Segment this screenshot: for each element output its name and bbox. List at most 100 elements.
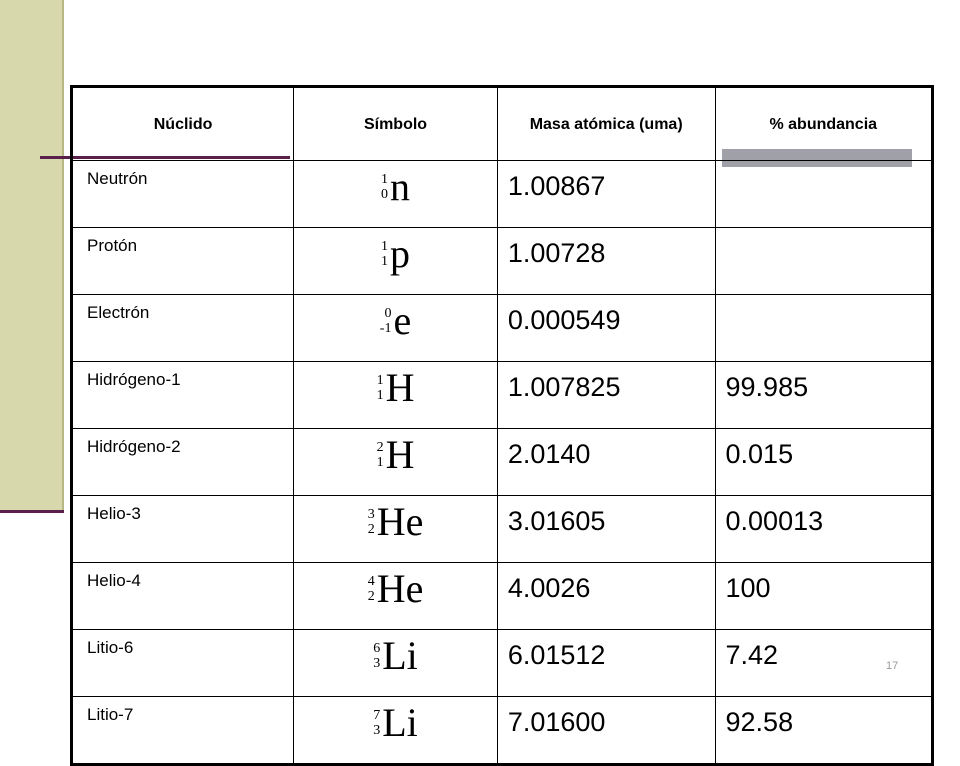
column-header: Núclido: [70, 86, 295, 161]
isotope-symbol: 7 3 Li: [373, 701, 418, 745]
nuclide-name: Hidrógeno-2: [70, 428, 295, 496]
nuclide-name: Helio-4: [70, 562, 295, 630]
atomic-mass: 2.0140: [496, 428, 716, 496]
mass-number: 0: [384, 306, 392, 321]
isotope-symbol: 6 3 Li: [373, 634, 418, 678]
atomic-number: 3: [373, 723, 381, 738]
column-header: Símbolo: [293, 86, 498, 161]
side-stripe: [0, 0, 64, 510]
mass-number: 2: [376, 440, 384, 455]
element: p: [390, 231, 411, 276]
atomic-number: 2: [367, 589, 375, 604]
symbol-cell: 6 3 Li: [293, 629, 498, 697]
symbol-cell: 4 2 He: [293, 562, 498, 630]
symbol-cell: 3 2 He: [293, 495, 498, 563]
atomic-number: 2: [367, 522, 375, 537]
atomic-number: -1: [379, 321, 392, 336]
atomic-mass: 0.000549: [496, 294, 716, 362]
column-header: % abundancia: [714, 86, 934, 161]
table-row: Helio-3 3 2 He 3.01605 0.00013: [70, 495, 934, 563]
mass-number: 7: [373, 708, 381, 723]
column-header: Masa atómica (uma): [496, 86, 716, 161]
abundance: [714, 160, 934, 228]
element: n: [390, 164, 411, 209]
abundance: 100: [714, 562, 934, 630]
mass-number: 1: [381, 172, 389, 187]
atomic-number: 0: [381, 187, 389, 202]
atomic-number: 3: [373, 656, 381, 671]
nuclide-name: Neutrón: [70, 160, 295, 228]
abundance: 99.985: [714, 361, 934, 429]
abundance: 92.58: [714, 696, 934, 765]
abundance: [714, 294, 934, 362]
numbers: 0 -1: [380, 306, 392, 336]
table-row: Protón 1 1 p 1.00728: [70, 227, 934, 295]
table-row: Litio-6 6 3 Li 6.01512 7.42: [70, 629, 934, 697]
atomic-mass: 4.0026: [496, 562, 716, 630]
atomic-mass: 6.01512: [496, 629, 716, 697]
page-number: 17: [886, 660, 899, 672]
mass-number: 1: [381, 239, 389, 254]
mass-number: 4: [367, 574, 375, 589]
atomic-number: 1: [376, 455, 384, 470]
nuclide-table: Núclido Símbolo Masa atómica (uma)% abunda…: [70, 85, 934, 766]
element: e: [393, 298, 412, 343]
element: H: [385, 432, 415, 477]
symbol-cell: 7 3 Li: [293, 696, 498, 765]
mass-number: 1: [376, 373, 384, 388]
table-row: Litio-7 7 3 Li 7.01600 92.58: [70, 696, 934, 765]
element: He: [376, 499, 424, 544]
atomic-mass: 1.007825: [496, 361, 716, 429]
abundance: 0.00013: [714, 495, 934, 563]
atomic-mass: 1.00728: [496, 227, 716, 295]
nuclide-name: Litio-6: [70, 629, 295, 697]
element: H: [385, 365, 415, 410]
mass-number: 6: [373, 641, 381, 656]
element: Li: [382, 633, 418, 678]
atomic-mass: 3.01605: [496, 495, 716, 563]
header-row: Núclido Símbolo Masa atómica (uma)% abunda…: [70, 86, 934, 161]
atomic-mass: 1.00867: [496, 160, 716, 228]
element: Li: [382, 700, 418, 745]
table-row: Hidrógeno-1 1 1 H 1.007825 99.985: [70, 361, 934, 429]
nuclide-name: Helio-3: [70, 495, 295, 563]
table-row: Hidrógeno-2 2 1 H 2.0140 0.015: [70, 428, 934, 496]
table-row: Electrón 0 -1 e 0.000549: [70, 294, 934, 362]
nuclide-name: Litio-7: [70, 696, 295, 765]
element: He: [376, 566, 424, 611]
table-row: Neutrón 1 0 n 1.00867: [70, 160, 934, 228]
symbol-cell: 0 -1 e: [293, 294, 498, 362]
atomic-mass: 7.01600: [496, 696, 716, 765]
abundance: 0.015: [714, 428, 934, 496]
mass-number: 3: [367, 507, 375, 522]
atomic-number: 1: [376, 388, 384, 403]
nuclide-name: Electrón: [70, 294, 295, 362]
atomic-number: 1: [381, 254, 389, 269]
nuclide-name: Hidrógeno-1: [70, 361, 295, 429]
accent-line: [0, 510, 64, 513]
isotope-symbol: 0 -1 e: [380, 299, 411, 343]
abundance: [714, 227, 934, 295]
nuclide-name: Protón: [70, 227, 295, 295]
isotope-symbol: 3 2 He: [368, 500, 424, 544]
isotope-symbol: 4 2 He: [368, 567, 424, 611]
table-row: Helio-4 4 2 He 4.0026 100: [70, 562, 934, 630]
abundance: 7.42: [714, 629, 934, 697]
slide: Núclido Símbolo Masa atómica (uma)% abunda…: [0, 0, 934, 766]
